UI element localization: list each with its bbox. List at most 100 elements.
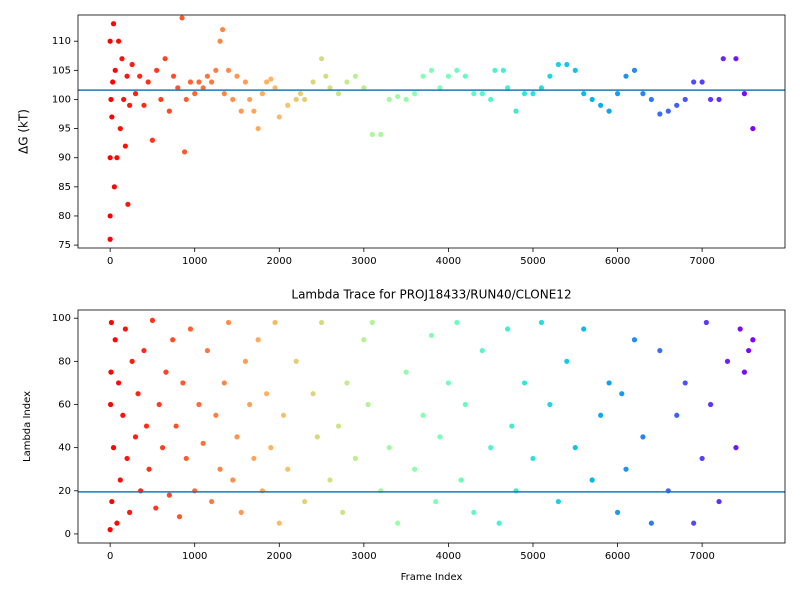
point (365, 401, 371, 408)
point (746, 347, 752, 354)
point (107, 527, 113, 533)
point (716, 498, 722, 505)
point (234, 434, 240, 440)
point (314, 434, 320, 440)
y-tick-label: 60 (58, 399, 71, 410)
point (146, 466, 152, 472)
x-tick-label: 0 (107, 256, 113, 267)
y-tick-label: 80 (58, 211, 71, 222)
point (335, 91, 342, 97)
axes-frame (77, 14, 786, 249)
point (187, 326, 194, 332)
y-tick-label: 100 (52, 313, 71, 324)
x-tick-label: 7000 (689, 551, 714, 562)
point (120, 412, 126, 418)
point (192, 91, 198, 97)
point (114, 155, 120, 161)
x-tick-label: 0 (107, 551, 113, 562)
point (187, 79, 194, 85)
point (403, 96, 409, 103)
point (125, 201, 131, 207)
point (220, 26, 226, 33)
point (318, 56, 325, 62)
point (117, 125, 123, 132)
point (158, 96, 164, 103)
point (217, 466, 223, 472)
point (293, 96, 299, 103)
point (344, 79, 350, 85)
point (479, 347, 485, 354)
point (496, 520, 502, 526)
point (631, 337, 638, 343)
point (488, 445, 494, 451)
point (247, 96, 253, 103)
point (225, 319, 232, 326)
y-tick-label: 105 (52, 65, 71, 76)
point (107, 213, 113, 219)
point (411, 91, 418, 97)
point (272, 319, 278, 326)
point (156, 401, 162, 408)
point (750, 337, 756, 343)
point (263, 391, 270, 397)
x-tick-label: 2000 (267, 256, 292, 267)
point (614, 91, 621, 97)
point (173, 423, 179, 429)
point (107, 155, 113, 161)
point (121, 96, 127, 103)
point (420, 412, 426, 418)
point (145, 79, 151, 85)
x-tick-label: 3000 (351, 256, 376, 267)
point (137, 73, 143, 79)
x-tick-label: 1000 (182, 551, 207, 562)
point (335, 423, 342, 429)
point (530, 455, 536, 462)
x-tick-label: 6000 (605, 256, 630, 267)
point (699, 455, 705, 462)
point (280, 412, 287, 418)
point (108, 369, 114, 375)
y-axis-label: Lambda Index (22, 391, 33, 462)
point (623, 73, 629, 79)
point (619, 391, 625, 397)
point (170, 337, 176, 343)
point (589, 96, 595, 103)
point (166, 108, 172, 114)
point (462, 73, 468, 79)
point (170, 73, 177, 79)
point (176, 514, 183, 520)
point (657, 111, 663, 117)
point (310, 79, 316, 85)
point (109, 114, 115, 120)
point (181, 149, 188, 155)
point (411, 466, 418, 472)
point (395, 520, 401, 526)
point (352, 455, 358, 462)
point (297, 91, 304, 97)
point (149, 137, 156, 143)
point (285, 466, 291, 472)
point (183, 96, 189, 103)
point (674, 102, 680, 108)
point (564, 358, 570, 364)
point (108, 96, 114, 103)
x-tick-label: 4000 (436, 256, 461, 267)
point (530, 91, 536, 97)
point (276, 520, 282, 526)
point (213, 67, 219, 73)
point (213, 412, 219, 418)
point (162, 56, 168, 62)
point (107, 401, 114, 408)
point (361, 85, 367, 91)
point (129, 61, 135, 68)
point (122, 143, 128, 149)
point (707, 96, 714, 103)
x-tick-label: 5000 (520, 551, 545, 562)
point (737, 326, 743, 332)
point (111, 184, 117, 190)
y-tick-label: 85 (58, 182, 71, 193)
point (378, 131, 384, 138)
point (344, 380, 350, 386)
